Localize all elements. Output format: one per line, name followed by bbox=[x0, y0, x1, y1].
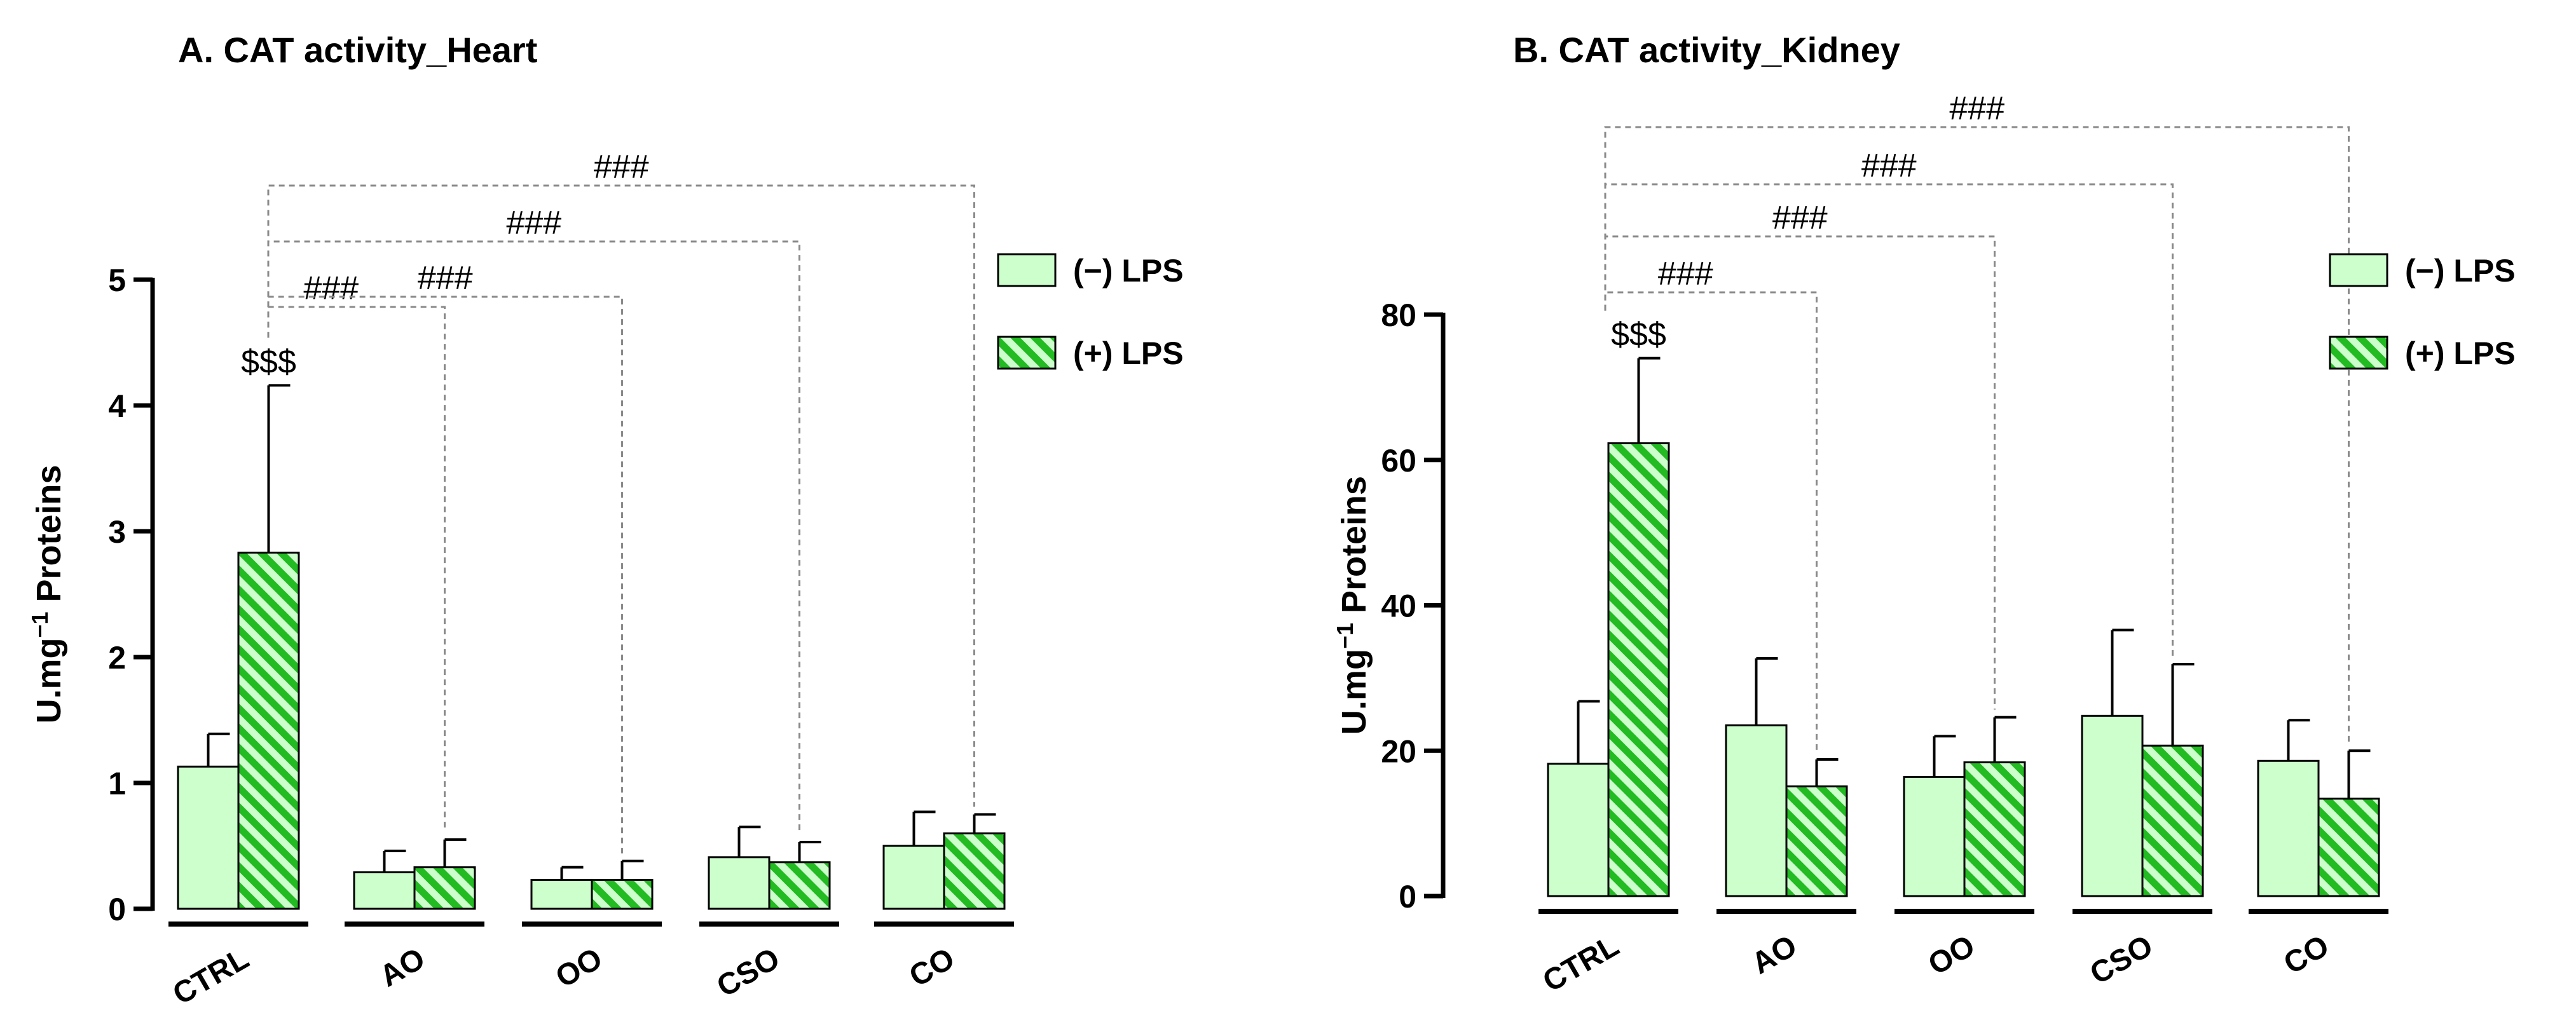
category-label-co: CO bbox=[2278, 929, 2335, 981]
bar-oo-minus-lps bbox=[530, 878, 593, 910]
bar-cso-minus-lps bbox=[2081, 714, 2144, 897]
category-label-ao: AO bbox=[1746, 929, 1803, 981]
legend-swatch-plus-lps bbox=[997, 336, 1057, 370]
category-label-cso: CSO bbox=[2085, 929, 2159, 991]
category-label-ao: AO bbox=[374, 942, 431, 994]
ctrl-annotation: $$$ bbox=[241, 343, 296, 380]
bar-co-minus-lps bbox=[2257, 759, 2320, 897]
bar-ctrl-minus-lps bbox=[177, 765, 240, 910]
chart-title: A. CAT activity_Heart bbox=[178, 30, 537, 70]
y-tick-label: 40 bbox=[1381, 588, 1416, 624]
y-tick-label: 0 bbox=[108, 892, 126, 927]
y-tick-label: 2 bbox=[108, 640, 126, 676]
y-tick-label: 20 bbox=[1381, 733, 1416, 769]
bar-ao-plus-lps bbox=[413, 866, 476, 910]
y-tick-label: 60 bbox=[1381, 443, 1416, 479]
legend-swatch-minus-lps bbox=[2329, 253, 2388, 287]
bar-ao-minus-lps bbox=[353, 871, 416, 910]
y-axis-label-sup: −1 bbox=[27, 612, 53, 638]
y-tick-label: 5 bbox=[108, 262, 126, 298]
y-axis-label-rest: Proteins bbox=[1335, 476, 1373, 623]
significance-label: ### bbox=[1658, 255, 1713, 292]
bar-oo-plus-lps bbox=[1963, 761, 2026, 897]
bar-ao-minus-lps bbox=[1725, 724, 1788, 897]
chart-panel-2: B. CAT activity_Kidney 0 20 40 60 80 U.mg−1 Pr… bbox=[1332, 30, 2516, 999]
significance-bracket bbox=[267, 296, 623, 854]
significance-bracket bbox=[267, 240, 800, 835]
legend-swatch-plus-lps bbox=[2329, 336, 2388, 370]
bar-cso-plus-lps bbox=[768, 861, 831, 910]
y-axis-label-main: U.mg bbox=[30, 638, 68, 724]
y-axis-label-sup: −1 bbox=[1332, 623, 1358, 649]
bar-co-minus-lps bbox=[882, 845, 945, 910]
bar-co-plus-lps bbox=[2317, 798, 2380, 897]
bar-co-plus-lps bbox=[943, 832, 1006, 910]
category-label-ctrl: CTRL bbox=[167, 942, 254, 1012]
legend-label: (+) LPS bbox=[1073, 336, 1184, 371]
significance-label: ### bbox=[1772, 200, 1828, 236]
legend-label: (+) LPS bbox=[2405, 336, 2516, 371]
y-tick-label: 1 bbox=[108, 766, 126, 801]
significance-label: ### bbox=[418, 260, 473, 297]
legend-label: (−) LPS bbox=[2405, 253, 2516, 289]
significance-label: ### bbox=[506, 205, 561, 241]
category-label-oo: OO bbox=[1922, 929, 1980, 982]
significance-bracket bbox=[267, 184, 975, 807]
significance-label: ### bbox=[1949, 90, 2004, 127]
y-axis-label: U.mg−1 Proteins bbox=[27, 465, 68, 723]
category-label-oo: OO bbox=[550, 942, 608, 995]
y-axis-label-rest: Proteins bbox=[30, 465, 68, 611]
bar-ctrl-plus-lps bbox=[237, 552, 300, 910]
bar-ao-plus-lps bbox=[1785, 785, 1848, 897]
significance-label: ### bbox=[594, 149, 649, 186]
legend-swatch-minus-lps bbox=[997, 253, 1057, 287]
legend-label: (−) LPS bbox=[1073, 253, 1184, 289]
y-tick-label: 3 bbox=[108, 514, 126, 550]
ctrl-annotation: $$$ bbox=[1611, 316, 1666, 353]
significance-bracket bbox=[1604, 126, 2350, 744]
chart-panel-1: A. CAT activity_Heart 0 1 2 3 4 5 U.mg−1 Protei… bbox=[27, 30, 1184, 1012]
bar-ctrl-plus-lps bbox=[1607, 442, 1670, 897]
category-label-ctrl: CTRL bbox=[1537, 929, 1624, 999]
y-axis-label-main: U.mg bbox=[1335, 649, 1373, 735]
category-label-cso: CSO bbox=[711, 942, 786, 1004]
bar-oo-plus-lps bbox=[591, 878, 654, 910]
y-tick-label: 0 bbox=[1399, 879, 1416, 915]
significance-bracket bbox=[1604, 291, 1818, 752]
significance-label: ### bbox=[303, 270, 359, 307]
bar-cso-plus-lps bbox=[2141, 744, 2204, 897]
bar-ctrl-minus-lps bbox=[1547, 763, 1610, 897]
bar-oo-minus-lps bbox=[1903, 775, 1966, 897]
y-tick-label: 4 bbox=[108, 388, 126, 424]
significance-bracket bbox=[1604, 235, 1996, 710]
y-tick-label: 80 bbox=[1381, 297, 1416, 333]
bar-cso-minus-lps bbox=[708, 856, 771, 910]
significance-label: ### bbox=[1861, 147, 1917, 184]
y-axis-label: U.mg−1 Proteins bbox=[1332, 476, 1373, 735]
category-label-co: CO bbox=[904, 942, 961, 994]
chart-title: B. CAT activity_Kidney bbox=[1513, 30, 1900, 70]
